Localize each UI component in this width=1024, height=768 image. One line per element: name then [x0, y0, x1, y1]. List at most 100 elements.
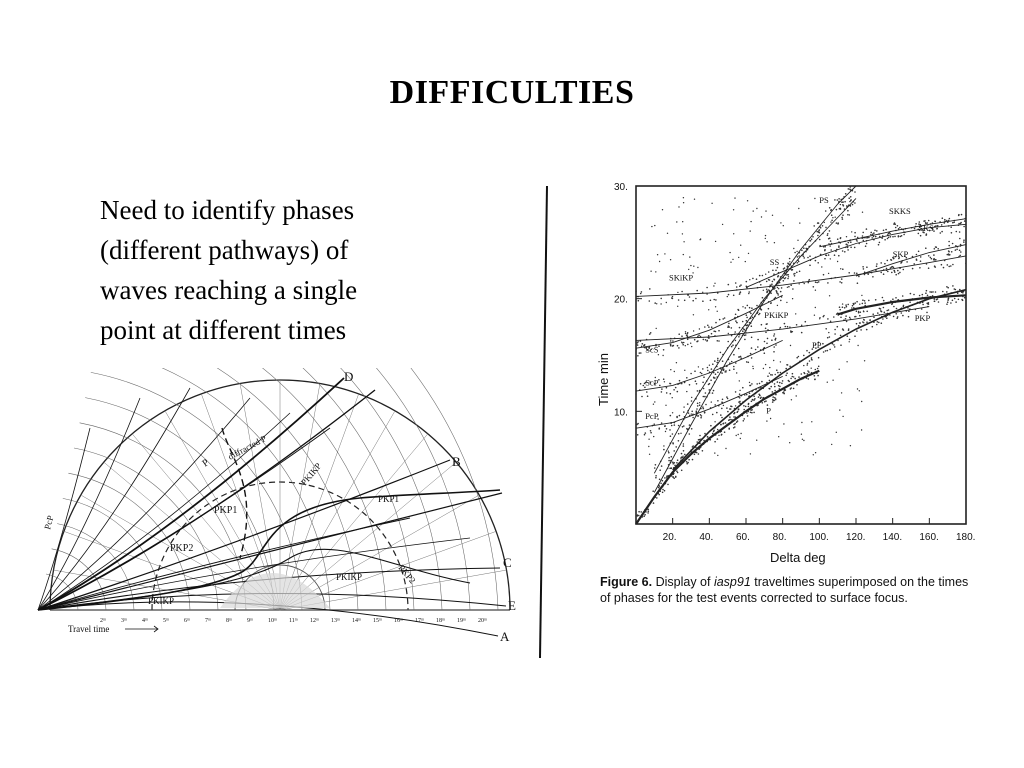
fan-rays — [37, 377, 507, 637]
scatter-point — [742, 306, 744, 308]
scatter-point — [849, 200, 851, 203]
scatter-point — [848, 197, 850, 199]
scatter-point — [711, 202, 713, 204]
scatter-point — [700, 372, 703, 375]
scatter-point — [708, 337, 710, 339]
chart-y-label: Time min — [596, 353, 611, 406]
scatter-point — [880, 271, 882, 274]
scatter-point — [682, 455, 684, 457]
fan-time-tick: 2ᵐ — [100, 618, 106, 624]
scatter-point — [936, 227, 938, 230]
scatter-point — [739, 291, 741, 294]
traveltime-chart: 30. 20. 10. 20. 40. 60. 80. 100. 120. 140. 160. 180… — [596, 182, 975, 565]
scatter-point — [712, 389, 715, 392]
scatter-point — [763, 400, 766, 403]
scatter-point — [830, 249, 832, 251]
scatter-point — [667, 450, 670, 452]
scatter-point — [883, 311, 886, 314]
scatter-point — [737, 347, 740, 350]
scatter-point — [869, 319, 871, 321]
scatter-point — [658, 478, 661, 481]
scatter-point — [669, 429, 671, 431]
scatter-point — [692, 314, 695, 316]
scatter-point — [890, 258, 892, 261]
scatter-point — [743, 405, 745, 407]
scatter-point — [921, 293, 924, 296]
scatter-point — [718, 434, 720, 437]
scatter-point — [690, 400, 693, 402]
scatter-point — [799, 222, 801, 224]
scatter-point — [798, 207, 800, 210]
scatter-point — [845, 305, 848, 308]
scatter-point — [798, 270, 801, 273]
scatter-point — [785, 274, 787, 276]
scatter-point — [671, 295, 674, 298]
plot-frame — [635, 185, 967, 525]
scatter-point — [752, 367, 754, 370]
scatter-point — [933, 300, 936, 303]
scatter-point — [927, 267, 930, 269]
scatter-point — [790, 330, 792, 332]
scatter-point — [790, 377, 792, 380]
scatter-point — [824, 350, 827, 352]
wavefront-arc — [161, 368, 331, 611]
scatter-point — [714, 306, 717, 308]
scatter-point — [736, 420, 739, 422]
scatter-point — [682, 221, 684, 223]
scatter-point — [886, 309, 888, 312]
scatter-point — [915, 253, 918, 256]
scatter-point — [752, 277, 754, 280]
scatter-point — [743, 334, 746, 337]
scatter-point — [776, 304, 779, 307]
phase-curve-pp — [672, 288, 967, 471]
scatter-point — [925, 289, 928, 292]
scatter-point — [734, 405, 737, 407]
scatter-point — [780, 299, 782, 302]
scatter-point — [824, 249, 826, 252]
scatter-point — [827, 318, 829, 320]
scatter-point — [828, 243, 830, 245]
scatter-point — [744, 307, 747, 309]
scatter-point — [676, 390, 679, 393]
fan-time-tick: 9ᵐ — [247, 618, 253, 624]
scatter-point — [895, 297, 897, 299]
scatter-point — [680, 456, 683, 459]
scatter-point — [839, 334, 842, 337]
scatter-point — [695, 451, 698, 454]
scatter-point — [824, 210, 827, 212]
scatter-point — [753, 395, 755, 398]
scatter-point — [671, 397, 673, 399]
scatter-point — [899, 226, 901, 229]
scatter-point — [900, 312, 903, 314]
scatter-point — [942, 266, 945, 269]
scatter-point — [853, 272, 856, 274]
scatter-point — [673, 477, 675, 480]
scatter-point — [739, 437, 741, 440]
scatter-point — [657, 354, 660, 356]
body-line-3: waves reaching a single — [100, 275, 358, 305]
scatter-point — [775, 290, 778, 293]
scatter-point — [933, 265, 936, 267]
scatter-point — [682, 253, 684, 256]
scatter-point — [774, 396, 776, 399]
scatter-point — [918, 221, 921, 223]
scatter-point — [721, 398, 724, 401]
scatter-point — [660, 422, 663, 424]
scatter-point — [793, 280, 795, 282]
scatter-point — [717, 400, 719, 402]
scatter-point — [929, 291, 931, 293]
scatter-point — [845, 243, 848, 246]
scatter-point — [748, 306, 751, 309]
scatter-point — [636, 514, 639, 516]
scatter-point — [717, 454, 719, 457]
scatter-point — [897, 269, 899, 272]
scatter-point — [703, 412, 706, 414]
scatter-point — [680, 452, 683, 455]
scatter-point — [681, 335, 683, 337]
scatter-point — [714, 330, 717, 333]
scatter-point — [926, 311, 928, 314]
scatter-point — [876, 263, 878, 265]
scatter-point — [853, 246, 856, 249]
scatter-point — [758, 274, 761, 277]
scatter-point — [963, 220, 966, 222]
